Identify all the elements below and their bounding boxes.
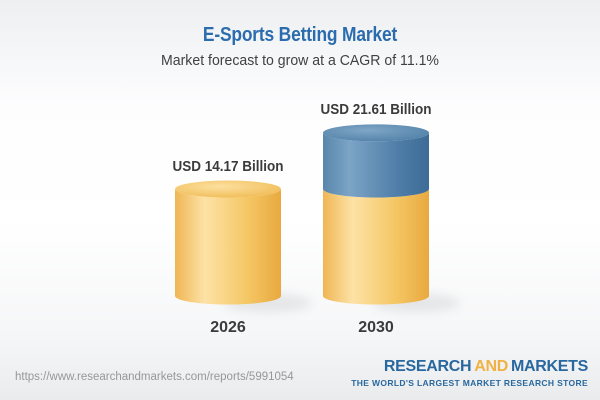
logo-word-research: RESEARCH	[383, 358, 472, 375]
bar-top-ellipse	[323, 124, 429, 142]
chart-title: E-Sports Betting Market	[202, 24, 398, 46]
bar-value-label-2026: USD 14.17 Billion	[172, 157, 284, 175]
bar-segment-blue	[323, 132, 429, 198]
bar-segment-gold	[175, 189, 281, 305]
logo-tagline: THE WORLD'S LARGEST MARKET RESEARCH STOR…	[351, 377, 588, 388]
logo-word-markets: MARKETS	[510, 358, 588, 375]
report-url[interactable]: https://www.researchandmarkets.com/repor…	[15, 371, 294, 383]
category-label-2030: 2030	[358, 319, 394, 336]
research-and-markets-logo[interactable]: RESEARCH AND MARKETS THE WORLD'S LARGEST M…	[351, 358, 588, 388]
logo-wordmark: RESEARCH AND MARKETS	[383, 358, 588, 376]
category-label-2026: 2026	[210, 319, 246, 336]
bar-segment-gold	[323, 189, 429, 305]
bar-value-label-2030: USD 21.61 Billion	[320, 101, 432, 119]
chart-subtitle: Market forecast to grow at a CAGR of 11.…	[161, 52, 439, 69]
logo-word-and: AND	[474, 358, 508, 375]
bar-top-ellipse	[175, 180, 281, 198]
